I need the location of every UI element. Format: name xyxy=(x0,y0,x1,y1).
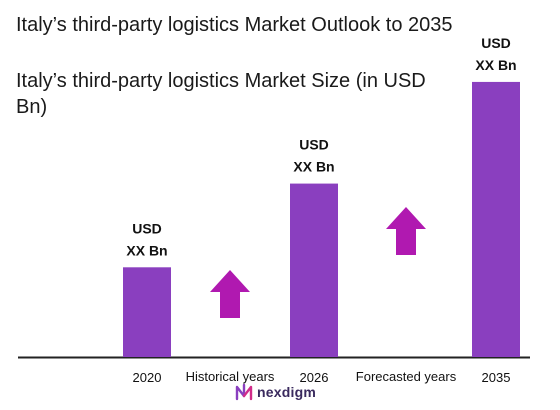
x-tick-label-2026: 2026 xyxy=(300,370,329,385)
annotation-label: Historical years xyxy=(186,369,275,384)
chart-title: Italy’s third-party logistics Market Out… xyxy=(16,14,453,36)
nexdigm-logo: nexdigm xyxy=(234,381,316,403)
chart-subtitle: Italy’s third-party logistics Market Siz… xyxy=(16,70,426,118)
annotation-label: Forecasted years xyxy=(356,369,457,384)
nexdigm-logo-icon xyxy=(235,383,253,401)
up-arrow-icon xyxy=(386,207,426,255)
bar-value-label-2026: USD XX Bn xyxy=(293,137,334,175)
logo-text: nexdigm xyxy=(257,384,316,400)
x-tick-label-2035: 2035 xyxy=(482,370,511,385)
up-arrow-icon xyxy=(210,270,250,318)
bar-2020 xyxy=(123,267,171,357)
bar-2035 xyxy=(472,81,520,358)
bar-2026 xyxy=(290,183,338,357)
bar-value-label-2020: USD XX Bn xyxy=(126,220,167,258)
bar-value-label-2035: USD XX Bn xyxy=(475,35,516,73)
x-tick-label-2020: 2020 xyxy=(133,370,162,385)
